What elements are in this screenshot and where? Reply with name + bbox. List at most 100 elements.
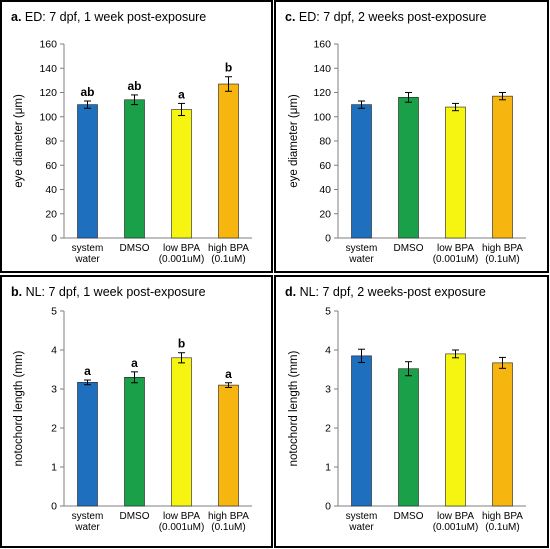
category-label: DMSO xyxy=(394,511,424,522)
significance-label: ab xyxy=(127,79,141,93)
chart-panel-c: c. ED: 7 dpf, 2 weeks post-exposure 0 20 40… xyxy=(274,0,549,273)
category-label: system xyxy=(346,511,378,522)
y-tick-label: 1 xyxy=(325,462,331,474)
significance-label: a xyxy=(84,364,91,378)
category-label: high BPA xyxy=(208,511,249,522)
y-tick-label: 80 xyxy=(319,136,331,148)
y-tick-label: 3 xyxy=(51,384,57,396)
category-label: water xyxy=(74,522,100,533)
y-tick-label: 2 xyxy=(325,423,331,435)
chart-title: b. NL: 7 dpf, 1 week post-exposure xyxy=(11,285,206,299)
category-label: system xyxy=(346,243,378,254)
y-tick-label: 4 xyxy=(51,345,57,357)
y-tick-label: 40 xyxy=(319,184,331,196)
category-label: system xyxy=(72,243,104,254)
panel-title-text: ED: 7 dpf, 1 week post-exposure xyxy=(21,10,206,24)
bar xyxy=(218,83,239,239)
y-tick-label: 40 xyxy=(45,184,57,196)
y-axis-label: notochord length (mm) xyxy=(288,350,300,466)
category-label: (0.1uM) xyxy=(211,522,245,533)
y-tick-label: 120 xyxy=(313,87,331,99)
significance-label: a xyxy=(225,367,232,381)
y-tick-label: 160 xyxy=(313,39,331,51)
y-axis-label: eye diameter (μm) xyxy=(288,94,300,188)
y-tick-label: 5 xyxy=(51,306,57,318)
y-tick-label: 3 xyxy=(325,384,331,396)
panel-letter: a. xyxy=(11,10,21,24)
panel-letter: c. xyxy=(285,10,295,24)
y-tick-label: 20 xyxy=(45,208,57,220)
significance-label: a xyxy=(131,356,138,370)
y-tick-label: 80 xyxy=(45,136,57,148)
bar xyxy=(218,384,239,507)
y-tick-label: 160 xyxy=(39,39,57,51)
bar xyxy=(492,362,513,507)
bar xyxy=(398,97,419,239)
category-label: (0.1uM) xyxy=(485,254,519,265)
y-tick-label: 120 xyxy=(39,87,57,99)
bar xyxy=(351,355,372,507)
y-tick-label: 0 xyxy=(325,233,331,245)
panel-letter: b. xyxy=(11,285,22,299)
bar xyxy=(171,109,192,239)
category-label: high BPA xyxy=(482,243,523,254)
y-tick-label: 20 xyxy=(319,208,331,220)
panel-border xyxy=(0,0,273,273)
y-tick-label: 0 xyxy=(51,501,57,513)
significance-label: b xyxy=(225,61,232,75)
category-label: high BPA xyxy=(482,511,523,522)
significance-label: b xyxy=(178,337,185,351)
category-label: DMSO xyxy=(120,243,150,254)
category-label: DMSO xyxy=(120,511,150,522)
bar xyxy=(492,95,513,239)
y-tick-label: 4 xyxy=(325,345,331,357)
y-tick-label: 2 xyxy=(51,423,57,435)
bar xyxy=(398,368,419,507)
y-axis-label: notochord length (mm) xyxy=(13,350,25,466)
chart-panel-a: a. ED: 7 dpf, 1 week post-exposure 0 20 40 6… xyxy=(0,0,273,273)
category-label: (0.1uM) xyxy=(211,254,245,265)
category-label: (0.001uM) xyxy=(159,254,205,265)
panel-title-text: ED: 7 dpf, 2 weeks post-exposure xyxy=(295,10,486,24)
y-tick-label: 5 xyxy=(325,306,331,318)
bar xyxy=(124,376,145,507)
chart-panel-d: d. NL: 7 dpf, 2 weeks-post exposure 0 1 2 3 4… xyxy=(274,275,549,548)
category-label: low BPA xyxy=(163,511,200,522)
bar xyxy=(124,99,145,239)
significance-label: ab xyxy=(80,85,94,99)
panel-border xyxy=(274,0,549,273)
y-axis-label: eye diameter (μm) xyxy=(13,94,25,188)
y-tick-label: 140 xyxy=(39,63,57,75)
bar xyxy=(351,104,372,239)
y-tick-label: 60 xyxy=(319,160,331,172)
chart-title: c. ED: 7 dpf, 2 weeks post-exposure xyxy=(285,10,487,24)
bar xyxy=(77,382,98,507)
panel-title-text: NL: 7 dpf, 1 week post-exposure xyxy=(22,285,205,299)
y-tick-label: 1 xyxy=(51,462,57,474)
category-label: DMSO xyxy=(394,243,424,254)
category-label: (0.001uM) xyxy=(433,522,479,533)
y-tick-label: 100 xyxy=(313,111,331,123)
y-tick-label: 0 xyxy=(325,501,331,513)
y-tick-label: 140 xyxy=(313,63,331,75)
category-label: low BPA xyxy=(163,243,200,254)
chart-title: a. ED: 7 dpf, 1 week post-exposure xyxy=(11,10,206,24)
y-tick-label: 0 xyxy=(51,233,57,245)
category-label: (0.001uM) xyxy=(433,254,479,265)
chart-title: d. NL: 7 dpf, 2 weeks-post exposure xyxy=(285,285,486,299)
category-label: water xyxy=(348,254,374,265)
bar xyxy=(445,106,466,239)
category-label: (0.1uM) xyxy=(485,522,519,533)
category-label: low BPA xyxy=(437,511,474,522)
panel-title-text: NL: 7 dpf, 2 weeks-post exposure xyxy=(296,285,486,299)
significance-label: a xyxy=(178,87,185,101)
panel-border xyxy=(0,275,273,548)
category-label: water xyxy=(74,254,100,265)
chart-panel-b: b. NL: 7 dpf, 1 week post-exposure 0 1 2 3 4 5… xyxy=(0,275,273,548)
bar xyxy=(445,353,466,507)
y-tick-label: 100 xyxy=(39,111,57,123)
y-tick-label: 60 xyxy=(45,160,57,172)
category-label: (0.001uM) xyxy=(159,522,205,533)
category-label: high BPA xyxy=(208,243,249,254)
